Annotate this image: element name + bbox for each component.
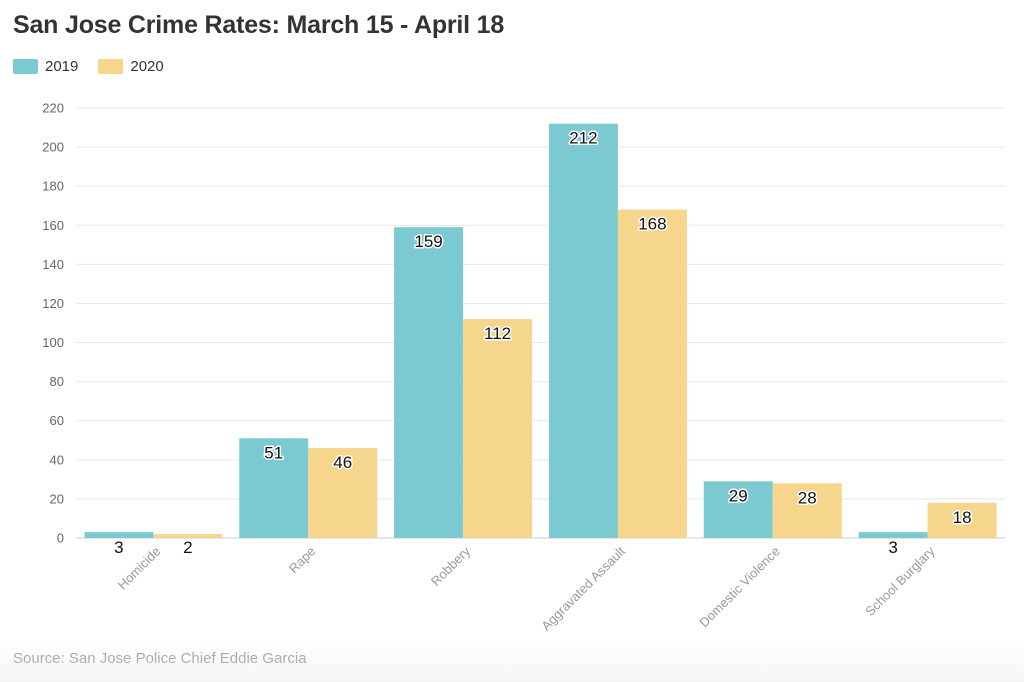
- y-tick-label: 140: [42, 257, 64, 272]
- bar[interactable]: [548, 123, 618, 539]
- x-tick-label: School Burglary: [862, 543, 938, 619]
- bar[interactable]: [927, 502, 997, 538]
- legend-swatch-2020: [98, 59, 124, 74]
- bar[interactable]: [394, 227, 464, 538]
- bar[interactable]: [772, 483, 842, 538]
- y-tick-label: 20: [50, 491, 64, 506]
- bar[interactable]: [703, 481, 773, 538]
- y-tick-label: 120: [42, 296, 64, 311]
- source-note: Source: San Jose Police Chief Eddie Garc…: [13, 650, 307, 667]
- x-tick-label: Rape: [286, 544, 319, 577]
- data-label: 3: [888, 538, 897, 557]
- y-tick-label: 100: [42, 335, 64, 350]
- legend-label-2020: 2020: [130, 58, 164, 75]
- data-label: 2: [183, 538, 192, 557]
- y-tick-label: 80: [50, 374, 64, 389]
- bar[interactable]: [308, 448, 378, 538]
- y-tick-label: 40: [50, 452, 64, 467]
- data-label: 46: [333, 453, 352, 472]
- y-tick-label: 200: [42, 140, 64, 155]
- chart-title: San Jose Crime Rates: March 15 - April 1…: [13, 11, 505, 39]
- bar[interactable]: [617, 209, 687, 539]
- legend: 2019 2020: [13, 58, 184, 75]
- y-tick-label: 180: [42, 179, 64, 194]
- y-tick-label: 60: [50, 413, 64, 428]
- data-label: 159: [414, 232, 442, 251]
- bar[interactable]: [239, 438, 309, 538]
- y-tick-label: 220: [42, 101, 64, 116]
- bar[interactable]: [84, 532, 154, 538]
- bar[interactable]: [153, 534, 223, 538]
- legend-item-2019[interactable]: 2019: [13, 58, 78, 75]
- data-label: 29: [729, 486, 748, 505]
- data-label: 3: [114, 538, 123, 557]
- x-tick-label: Robbery: [428, 543, 474, 589]
- bar[interactable]: [463, 319, 533, 538]
- y-tick-label: 0: [57, 531, 64, 546]
- data-label: 168: [638, 215, 666, 234]
- legend-label-2019: 2019: [45, 58, 79, 75]
- data-label: 18: [953, 508, 972, 527]
- data-label: 112: [484, 324, 511, 343]
- x-tick-label: Domestic Violence: [696, 544, 783, 631]
- x-tick-label: Aggravated Assault: [538, 543, 628, 633]
- data-label: 28: [798, 488, 817, 507]
- y-tick-label: 160: [42, 218, 64, 233]
- legend-swatch-2019: [13, 59, 38, 74]
- data-label: 51: [264, 443, 283, 462]
- data-label: 212: [569, 129, 597, 148]
- bar[interactable]: [858, 532, 928, 538]
- legend-item-2020[interactable]: 2020: [98, 58, 164, 75]
